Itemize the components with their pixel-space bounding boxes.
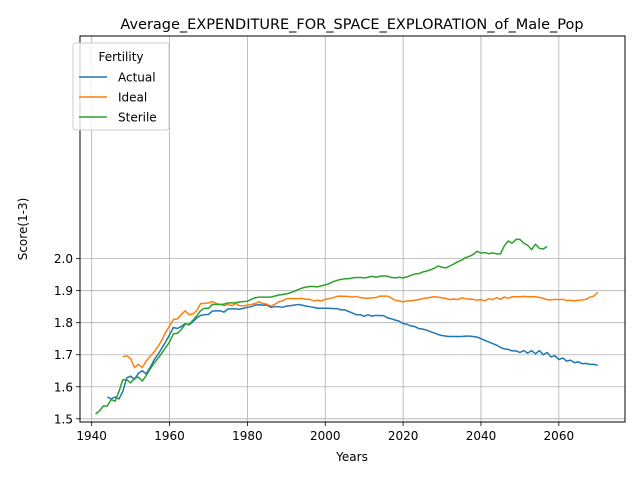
legend-entries: Actual Ideal Sterile [79,71,157,125]
y-tick-label: 1.6 [54,380,73,394]
x-tick-label: 2040 [466,429,497,443]
x-axis: 1940 1960 1980 2000 2020 2040 2060 [76,422,574,443]
x-axis-title: Years [335,450,368,464]
x-tick-label: 1940 [76,429,107,443]
y-tick-label: 1.7 [54,348,73,362]
legend-label-sterile: Sterile [118,111,157,125]
legend: Fertility Actual Ideal Sterile [72,42,170,131]
legend-label-ideal: Ideal [118,91,147,105]
x-tick-label: 1960 [154,429,185,443]
legend-label-actual: Actual [118,71,156,85]
legend-title: Fertility [98,50,143,64]
series-line-ideal [122,291,599,369]
chart-title: Average_EXPENDITURE_FOR_SPACE_EXPLORATIO… [120,17,583,33]
plot-frame [79,35,626,423]
y-tick-label: 1.9 [54,284,73,298]
y-tick-label: 2.0 [54,252,73,266]
legend-box [72,42,170,131]
y-tick-label: 1.5 [54,412,73,426]
y-axis-title: Score(1-3) [16,198,30,261]
series-line-sterile [95,238,548,415]
plot-series [95,238,599,415]
grid [80,36,625,422]
x-tick-label: 2060 [544,429,575,443]
y-tick-label: 1.8 [54,316,73,330]
y-axis: 1.5 1.6 1.7 1.8 1.9 2.0 [54,252,80,426]
x-tick-label: 2020 [388,429,419,443]
x-tick-label: 2000 [310,429,341,443]
x-tick-label: 1980 [232,429,263,443]
